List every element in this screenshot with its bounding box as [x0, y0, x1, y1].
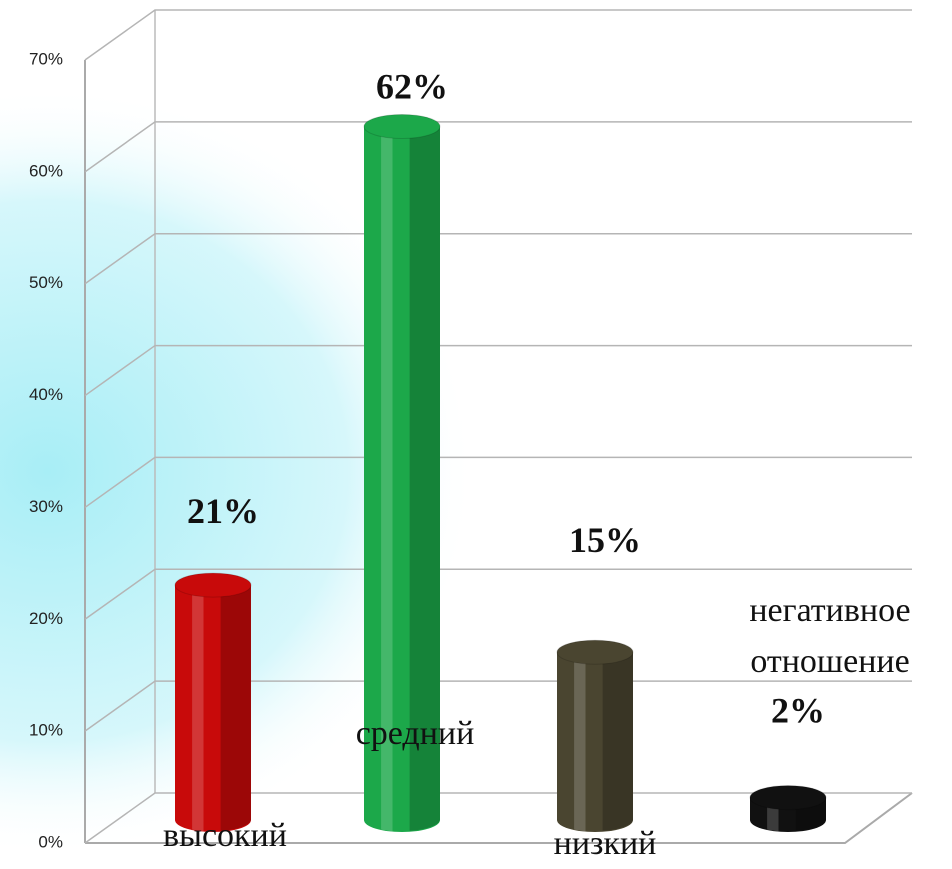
x-tick-label: средний: [355, 715, 475, 752]
value-label: 15%: [569, 520, 641, 560]
cylinder: [174, 572, 252, 832]
bar-top: [749, 785, 827, 811]
grid-line: [84, 792, 912, 844]
bar-shade: [220, 585, 251, 831]
x-tick-label: высокий: [163, 817, 287, 854]
grid-line: [84, 121, 912, 173]
y-tick-label: 10%: [29, 721, 63, 740]
bar-highlight: [574, 652, 586, 832]
x-tick-label: негативное отношение: [749, 592, 911, 680]
bar-top: [174, 572, 252, 598]
floor: [85, 792, 913, 844]
bar: [557, 652, 633, 832]
bar: [175, 585, 251, 832]
grid-line: [84, 232, 912, 285]
y-tick-label: 60%: [29, 161, 63, 180]
bar: [364, 126, 440, 832]
y-tick-label: 70%: [29, 49, 63, 68]
cylinder: [749, 785, 827, 832]
cylinder: [363, 113, 441, 832]
bar-shade: [409, 126, 440, 831]
grid-line: [84, 456, 912, 509]
value-label: 2%: [771, 691, 825, 731]
bar-highlight: [381, 126, 393, 832]
value-label: 62%: [376, 66, 448, 106]
grid-line: [84, 680, 912, 732]
y-tick-label: 50%: [29, 273, 63, 292]
y-tick-label: 40%: [29, 385, 63, 404]
bar-top: [363, 113, 441, 139]
y-tick-label: 0%: [38, 832, 63, 851]
grid-line: [84, 568, 912, 620]
bar-shade: [602, 652, 633, 831]
y-tick-label: 20%: [29, 609, 63, 628]
grid-line: [84, 344, 912, 397]
x-tick-label: низкий: [553, 825, 657, 862]
cylinder: [556, 639, 634, 832]
bar-highlight: [192, 585, 204, 832]
y-tick-label: 30%: [29, 497, 63, 516]
grid-line: [84, 9, 912, 61]
bar-top: [556, 639, 634, 665]
value-label: 21%: [187, 491, 259, 531]
